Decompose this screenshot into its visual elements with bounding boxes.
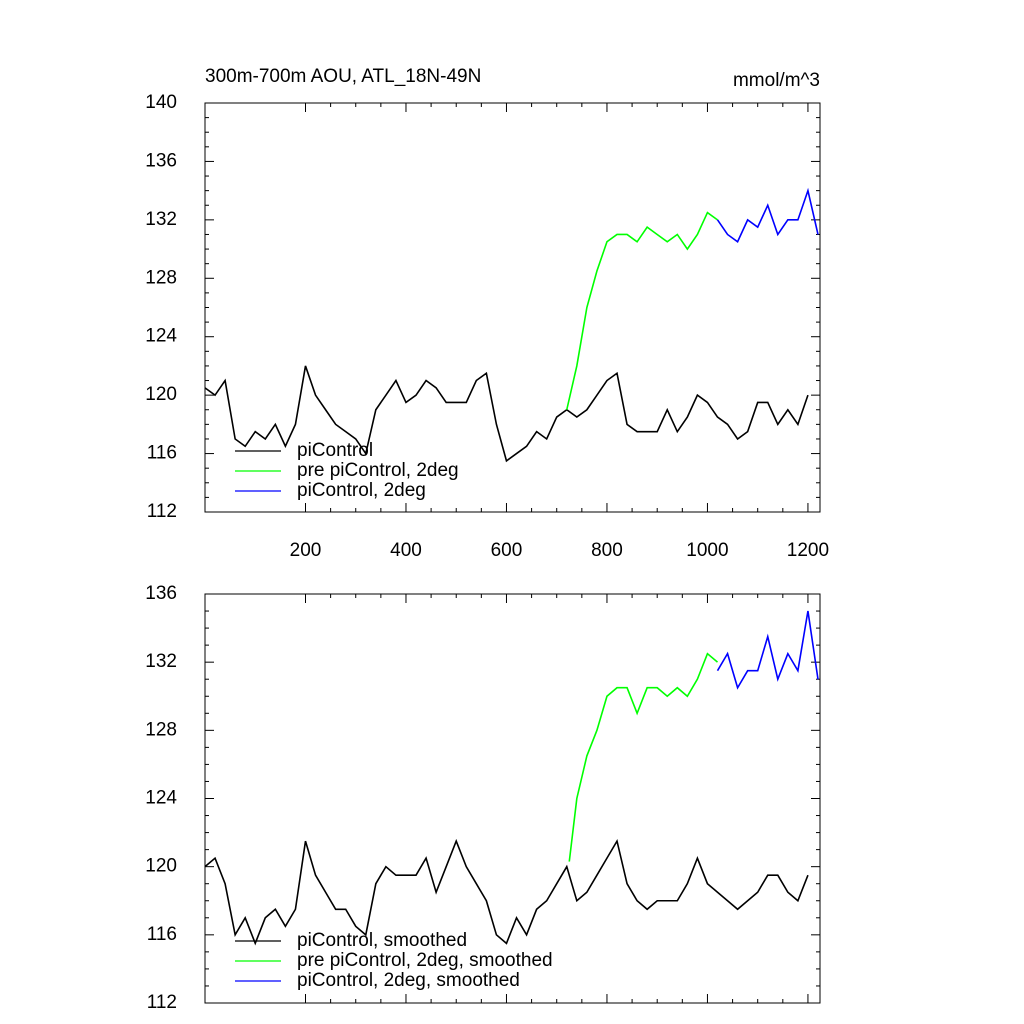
data-line: [568, 652, 719, 862]
legend-label: pre piControl, 2deg: [297, 460, 459, 481]
data-line: [204, 838, 809, 946]
y-tick-label: 128: [145, 719, 177, 740]
units-label: mmol/m^3: [733, 70, 820, 91]
y-tick-label: 128: [145, 267, 177, 288]
data-line: [204, 365, 809, 463]
y-tick-label: 112: [147, 992, 177, 1013]
y-tick-label: 116: [147, 924, 177, 945]
x-tick-label: 800: [591, 540, 623, 561]
data-line: [716, 187, 819, 243]
x-tick-label: 1000: [686, 540, 728, 561]
legend-label: piControl, 2deg: [297, 480, 426, 501]
y-tick-label: 132: [145, 209, 177, 230]
y-tick-label: 116: [147, 443, 177, 464]
x-tick-label: 200: [290, 540, 322, 561]
y-tick-label: 132: [145, 651, 177, 672]
x-tick-label: 400: [390, 540, 422, 561]
data-line: [565, 211, 718, 410]
chart-title: 300m-700m AOU, ATL_18N-49N: [205, 66, 481, 87]
y-tick-label: 140: [145, 92, 177, 113]
data-line: [716, 610, 819, 690]
y-tick-label: 112: [147, 501, 177, 522]
legend-label: piControl, 2deg, smoothed: [297, 970, 520, 991]
x-tick-label: 600: [491, 540, 523, 561]
y-tick-label: 124: [145, 788, 177, 809]
y-tick-label: 136: [145, 583, 177, 604]
legend-label: piControl: [297, 440, 373, 461]
legend-label: pre piControl, 2deg, smoothed: [297, 950, 553, 971]
x-tick-label: 1200: [787, 540, 829, 561]
y-tick-label: 120: [145, 856, 177, 877]
legend-label: piControl, smoothed: [297, 930, 467, 951]
y-tick-label: 120: [145, 384, 177, 405]
y-tick-label: 136: [145, 150, 177, 171]
y-tick-label: 124: [145, 326, 177, 347]
